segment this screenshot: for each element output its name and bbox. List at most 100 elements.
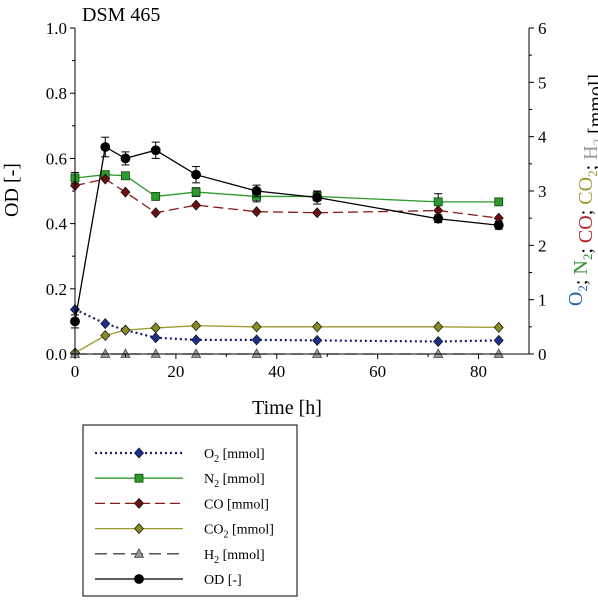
x-tick-label: 40 (268, 362, 285, 381)
legend-entry: CO [mmol] (95, 497, 269, 512)
data-point (150, 348, 161, 358)
y-right-tick-label: 0 (538, 345, 547, 364)
data-point (433, 213, 444, 224)
legend-label: N2 [mmol] (204, 472, 265, 490)
legend-entry: O2 [mmol] (95, 447, 265, 465)
legend: O2 [mmol] N2 [mmol] CO [mmol] CO2 [mmol] H2 … (82, 424, 298, 597)
data-point (493, 334, 504, 346)
legend-label: CO2 [mmol] (204, 523, 274, 541)
y-left-axis-title: OD [-] (1, 163, 23, 217)
data-point (433, 321, 444, 333)
legend-entry: N2 [mmol] (95, 472, 265, 490)
data-point (100, 142, 111, 152)
data-point (251, 186, 262, 196)
series-3 (70, 320, 504, 359)
data-point (121, 171, 130, 181)
x-axis-title: Time [h] (252, 397, 322, 419)
legend-marker (134, 574, 144, 584)
y-right-tick-label: 1 (538, 291, 547, 310)
data-point (312, 321, 323, 333)
data-point (312, 192, 323, 203)
y-left-tick-label: 0.0 (46, 345, 67, 364)
legend-marker (133, 547, 145, 558)
data-point (251, 321, 262, 333)
data-point (150, 322, 161, 334)
data-point (312, 334, 323, 346)
y-right-tick-label: 3 (538, 182, 547, 201)
legend-entry: H2 [mmol] (95, 548, 265, 566)
data-point (120, 186, 131, 198)
legend-marker (134, 473, 144, 483)
y-right-title-part: [mmol] (585, 74, 598, 139)
y-right-title-part: N (570, 260, 592, 274)
series-line (74, 325, 499, 354)
data-point (251, 334, 262, 346)
y-right-title-part: ; (575, 243, 597, 254)
data-point (120, 153, 131, 164)
y-right-title-part: ; (580, 160, 598, 171)
legend-entry: OD [-] (95, 573, 242, 588)
y-right-title-subscript: 2 (575, 285, 590, 292)
axes: 0 20 40 60 80 0.0 0.2 0.4 0.6 0.8 1.0 0 1 2 3 4 5 6 (46, 19, 547, 381)
y-right-title-part: O (565, 292, 587, 306)
data-point (251, 348, 262, 358)
series-line (74, 145, 499, 322)
y-right-title-subscript: 2 (580, 254, 595, 261)
data-point (100, 330, 111, 342)
y-right-tick-label: 2 (538, 236, 547, 255)
data-point (150, 145, 161, 156)
series-0 (70, 303, 504, 348)
y-left-tick-label: 0.6 (46, 149, 67, 168)
data-point (100, 318, 111, 330)
y-left-tick-label: 0.4 (46, 215, 68, 234)
legend-box (82, 424, 298, 597)
data-point (493, 348, 504, 358)
legend-marker (134, 523, 144, 535)
data-point (190, 348, 202, 358)
data-point (191, 199, 202, 211)
data-point (191, 187, 201, 197)
data-point (150, 332, 161, 344)
y-right-title-subscript: 2 (590, 139, 598, 146)
data-point (191, 320, 202, 332)
y-right-title-part: ; (575, 205, 597, 216)
legend-label: CO [mmol] (204, 497, 269, 512)
y-left-tick-label: 0.8 (46, 84, 67, 103)
series-5 (70, 136, 504, 329)
x-tick-label: 0 (71, 362, 80, 381)
data-point (251, 206, 262, 218)
legend-entry: CO2 [mmol] (95, 523, 274, 541)
data-point (120, 348, 131, 358)
y-right-title-subscript: 2 (585, 170, 598, 177)
data-point (151, 192, 161, 201)
y-right-tick-label: 5 (538, 73, 547, 92)
legend-label: O2 [mmol] (204, 447, 265, 465)
x-tick-label: 80 (470, 362, 487, 381)
x-tick-label: 60 (369, 362, 386, 381)
data-point (311, 348, 323, 358)
y-right-title-part: CO (575, 215, 597, 243)
data-point (100, 173, 111, 185)
data-point (494, 197, 504, 207)
legend-marker (134, 447, 144, 459)
data-point (191, 169, 201, 180)
y-left-tick-label: 1.0 (46, 19, 67, 38)
y-right-title-part: CO (575, 177, 597, 205)
data-point (493, 321, 504, 333)
plot-area (69, 136, 504, 359)
data-point (433, 348, 444, 358)
series-4 (69, 348, 504, 358)
legend-label: OD [-] (204, 573, 242, 588)
x-tick-label: 20 (167, 362, 184, 381)
data-point (191, 334, 202, 346)
legend-marker (134, 497, 144, 509)
y-right-tick-label: 4 (538, 128, 547, 147)
data-point (433, 335, 444, 348)
data-point (493, 220, 504, 231)
data-point (433, 197, 443, 207)
data-point (100, 348, 111, 358)
y-left-tick-label: 0.2 (46, 280, 67, 299)
series-1 (70, 170, 504, 211)
y-right-axis-title: O2; N2; CO; CO2; H2 [mmol] (565, 74, 598, 306)
legend-label: H2 [mmol] (204, 548, 265, 566)
